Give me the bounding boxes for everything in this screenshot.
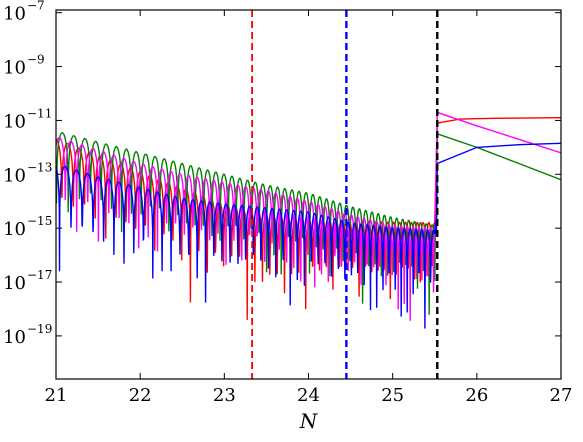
x-axis-label: N	[299, 409, 319, 433]
x-tick-label: 23	[213, 385, 236, 406]
series-line-3	[56, 142, 561, 329]
y-tick-exponent: −11	[27, 106, 52, 120]
y-tick-exponent: −19	[27, 322, 52, 336]
y-tick-label: 10	[3, 327, 26, 348]
x-tick-label: 26	[465, 385, 488, 406]
y-tick-label: 10	[3, 273, 26, 294]
series-line-2	[56, 111, 561, 321]
x-tick-label: 25	[381, 385, 404, 406]
y-tick-label: 10	[3, 58, 26, 79]
y-tick-label: 10	[3, 165, 26, 186]
y-tick-label: 10	[3, 219, 26, 240]
x-tick-label: 22	[129, 385, 152, 406]
y-tick-label: 10	[3, 111, 26, 132]
x-tick-label: 27	[550, 385, 573, 406]
y-tick-exponent: −9	[27, 53, 45, 67]
y-tick-label: 10	[3, 4, 26, 25]
y-tick-exponent: −13	[27, 160, 52, 174]
y-tick-exponent: −7	[27, 0, 45, 13]
x-tick-label: 21	[45, 385, 68, 406]
x-tick-label: 24	[297, 385, 320, 406]
y-tick-exponent: −15	[27, 214, 52, 228]
y-tick-exponent: −17	[27, 268, 52, 282]
